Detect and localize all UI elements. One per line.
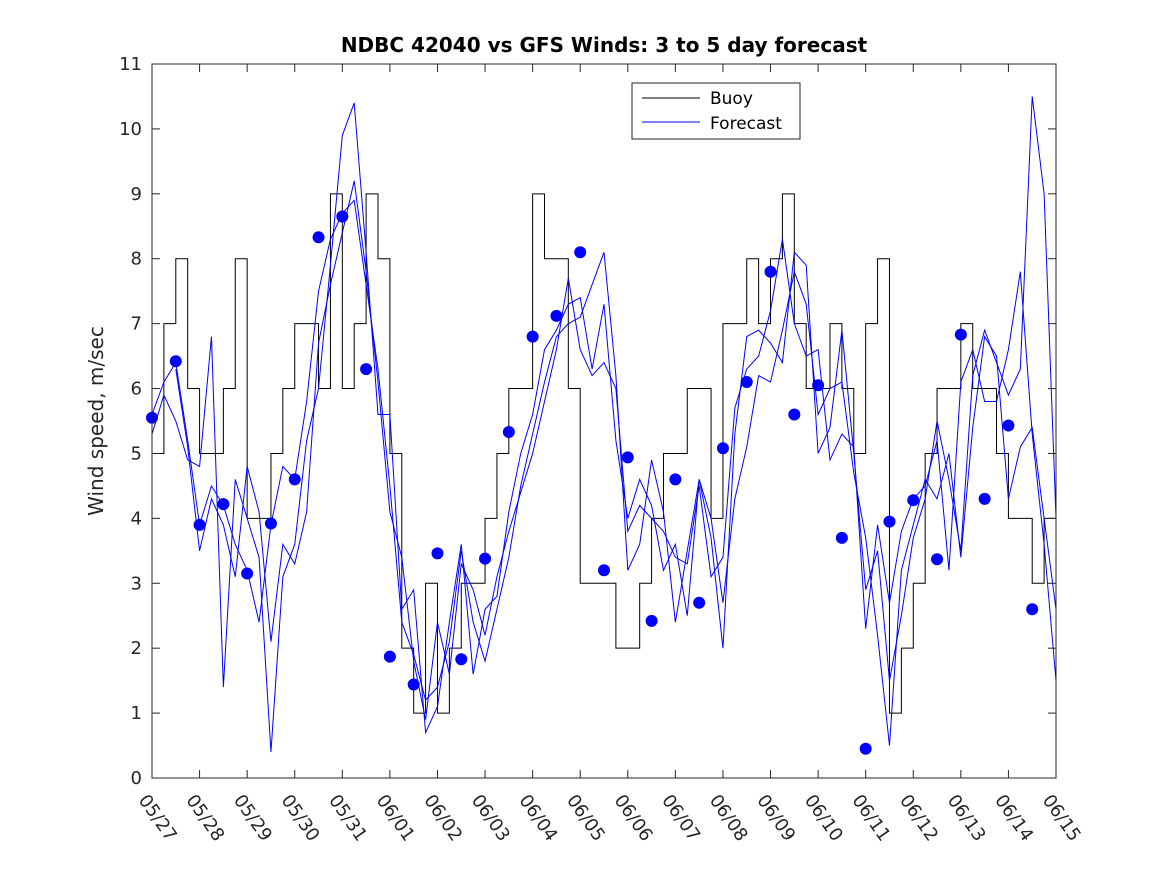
- chart-marks: [146, 96, 1057, 755]
- chart-title: NDBC 42040 vs GFS Winds: 3 to 5 day fore…: [341, 33, 868, 57]
- forecast-marker-point: [550, 309, 563, 322]
- forecast-marker-point: [598, 564, 610, 577]
- y-tick-label: 0: [131, 768, 142, 789]
- forecast-marker-point: [455, 653, 468, 666]
- y-axis-label: Wind speed, m/sec: [84, 326, 108, 516]
- y-tick-label: 3: [131, 573, 142, 594]
- forecast-marker-point: [978, 492, 991, 505]
- forecast-marker-point: [574, 246, 587, 259]
- plot-frame: [151, 63, 1057, 779]
- y-tick-label: 11: [119, 54, 142, 75]
- forecast-marker-point: [645, 614, 658, 627]
- forecast-marker-point: [693, 596, 706, 609]
- forecast-marker-point: [479, 552, 492, 565]
- forecast-marker-point: [954, 328, 967, 341]
- forecast-marker-point: [621, 451, 634, 464]
- forecast-marker-point: [764, 265, 777, 278]
- forecast-marker-point: [193, 518, 206, 531]
- forecast-marker-point: [312, 231, 325, 244]
- forecast-run-line-2: [151, 96, 1057, 753]
- y-tick-label: 9: [131, 184, 142, 205]
- forecast-marker-point: [217, 498, 230, 511]
- forecast-marker-point: [883, 515, 896, 528]
- forecast-marker-point: [812, 379, 825, 392]
- forecast-marker-point: [931, 553, 944, 566]
- forecast-marker-point: [835, 531, 848, 544]
- forecast-marker-point: [716, 442, 729, 455]
- forecast-marker-point: [336, 210, 349, 223]
- forecast-marker-point: [907, 494, 920, 507]
- forecast-marker-point: [788, 408, 801, 421]
- y-tick-label: 10: [119, 119, 142, 140]
- forecast-marker-point: [264, 517, 277, 530]
- buoy-series-line: [152, 193, 1057, 714]
- y-tick-label: 1: [131, 703, 142, 724]
- forecast-marker-point: [1002, 419, 1015, 432]
- legend: Buoy Forecast: [631, 82, 801, 140]
- y-tick-label: 4: [131, 508, 142, 529]
- forecast-run-line-1: [151, 199, 1057, 746]
- legend-forecast-label: Forecast: [710, 114, 782, 134]
- forecast-marker-point: [740, 376, 753, 389]
- forecast-marker-point: [431, 547, 444, 560]
- forecast-marker-point: [288, 473, 301, 486]
- forecast-marker-point: [669, 473, 682, 486]
- forecast-marker-point: [526, 330, 539, 343]
- y-tick-label: 7: [131, 314, 142, 335]
- forecast-marker-point: [169, 355, 182, 368]
- plot-area: [152, 64, 1056, 778]
- legend-box: [631, 82, 801, 140]
- legend-buoy-label: Buoy: [710, 89, 753, 109]
- forecast-marker-point: [859, 742, 872, 755]
- forecast-marker-point: [1026, 603, 1039, 616]
- forecast-run-line-3: [175, 180, 1057, 720]
- y-tick-label: 8: [131, 249, 142, 270]
- forecast-marker-point: [383, 650, 396, 663]
- forecast-marker-point: [502, 426, 515, 439]
- y-tick-label: 5: [131, 443, 142, 464]
- forecast-marker-point: [360, 363, 373, 376]
- y-tick-label: 6: [131, 379, 142, 400]
- forecast-marker-point: [241, 567, 254, 580]
- forecast-marker-point: [407, 678, 420, 691]
- y-tick-label: 2: [131, 638, 142, 659]
